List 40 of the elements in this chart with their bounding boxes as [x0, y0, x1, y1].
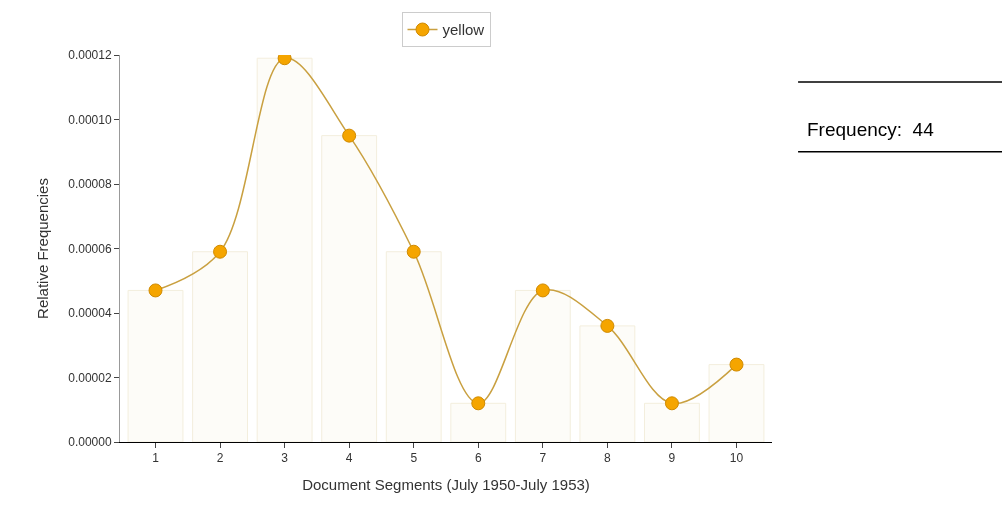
x-tick-label: 7 [539, 451, 547, 466]
bar [127, 289, 184, 442]
point [342, 128, 357, 143]
point [535, 283, 550, 298]
x-tick-label: 4 [345, 451, 353, 466]
point [600, 318, 615, 333]
bar [579, 325, 636, 442]
x-tick-label: 8 [604, 451, 612, 466]
x-tick-label: 5 [410, 451, 418, 466]
text: Frequency: 44 [807, 119, 935, 140]
bar [708, 364, 765, 442]
point [148, 283, 163, 298]
y-tick-label: 0.00000 [68, 435, 112, 450]
x-tick-label: 6 [474, 451, 482, 466]
point [406, 244, 421, 259]
y-tick-label: 0.00006 [68, 241, 112, 256]
y-tick-label: 0.00010 [68, 112, 112, 127]
bar [385, 251, 442, 442]
x-axis-title: Document Segments (July 1950-July 1953) [302, 476, 590, 494]
point [471, 396, 486, 411]
point [664, 396, 679, 411]
x-tick-label: 2 [216, 451, 224, 466]
bar [256, 57, 313, 442]
bar [514, 289, 571, 442]
x-tick-label: 3 [281, 451, 289, 466]
y-tick-label: 0.00004 [68, 306, 112, 321]
x-tick-label: 1 [152, 451, 160, 466]
y-tick-label: 0.00012 [68, 48, 112, 63]
point [213, 244, 228, 259]
legend-label: yellow [442, 21, 485, 39]
bar [321, 135, 378, 442]
x-tick-label: 10 [729, 451, 744, 466]
bar [644, 402, 700, 442]
y-tick-label: 0.00008 [68, 177, 112, 192]
x-tick-label: 9 [668, 451, 676, 466]
bar [450, 402, 507, 442]
bar [192, 251, 248, 442]
y-axis-title: Relative Frequencies [34, 178, 52, 319]
point [729, 357, 744, 372]
y-tick-label: 0.00002 [68, 370, 112, 385]
